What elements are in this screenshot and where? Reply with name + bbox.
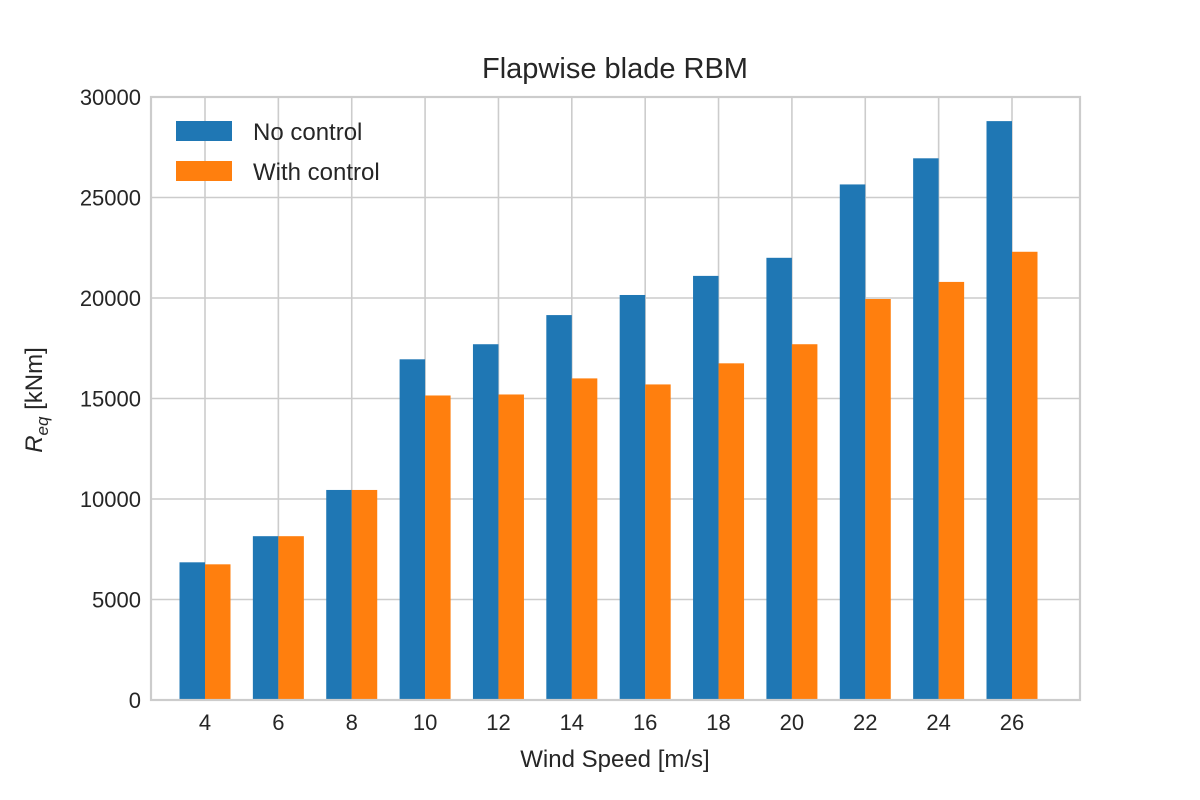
bar-with-control-12	[498, 394, 524, 700]
bar-no-control-26	[986, 121, 1012, 701]
bar-with-control-22	[865, 299, 891, 700]
x-tick-label: 24	[926, 710, 950, 735]
x-tick-label: 16	[633, 710, 657, 735]
y-tick-label: 15000	[80, 387, 141, 412]
x-tick-label: 18	[706, 710, 730, 735]
bar-with-control-8	[351, 489, 378, 700]
x-tick-labels: 4 6 8 10 12 14 16 18 20 22 24 26	[199, 710, 1024, 735]
x-tick-label: 6	[272, 710, 284, 735]
x-tick-label: 10	[413, 710, 437, 735]
y-axis-label-subscript: eq	[33, 416, 52, 435]
bar-with-control-18	[718, 363, 745, 700]
y-tick-label: 0	[129, 688, 141, 713]
bar-no-control-18	[693, 275, 719, 700]
bar-with-control-6	[278, 536, 304, 700]
x-tick-label: 22	[853, 710, 877, 735]
bar-no-control-12	[472, 344, 499, 700]
y-axis-label-unit: [kNm]	[21, 347, 48, 416]
plot-frame	[149, 95, 1082, 702]
y-tick-label: 20000	[80, 286, 141, 311]
bars	[179, 121, 1038, 701]
x-tick-label: 14	[560, 710, 584, 735]
bar-with-control-24	[938, 281, 965, 700]
x-axis-label: Wind Speed [m/s]	[520, 746, 709, 773]
y-tick-label: 10000	[80, 487, 141, 512]
legend-swatch-no-control	[176, 121, 232, 141]
y-tick-label: 5000	[92, 588, 141, 613]
bar-with-control-4	[205, 564, 231, 700]
bar-with-control-14	[571, 378, 598, 700]
legend-swatch-with-control	[176, 161, 232, 181]
bar-with-control-16	[645, 384, 671, 700]
chart-title: Flapwise blade RBM	[482, 53, 748, 85]
bar-no-control-24	[913, 158, 939, 700]
legend-label-with-control: With control	[253, 159, 380, 186]
bar-no-control-4	[179, 562, 205, 700]
bar-no-control-10	[399, 359, 426, 700]
x-tick-label: 8	[346, 710, 358, 735]
bar-no-control-6	[252, 536, 279, 700]
legend: No control With control	[176, 119, 380, 186]
x-tick-label: 20	[780, 710, 804, 735]
x-tick-label: 4	[199, 710, 211, 735]
x-tick-label: 26	[1000, 710, 1024, 735]
y-axis-label: Req [kNm]	[21, 347, 52, 453]
bar-no-control-16	[619, 294, 646, 700]
y-tick-label: 25000	[80, 186, 141, 211]
bar-with-control-26	[1012, 251, 1038, 700]
y-tick-label: 30000	[80, 85, 141, 110]
bar-no-control-22	[839, 184, 866, 700]
bar-with-control-10	[425, 395, 451, 700]
x-tick-label: 12	[486, 710, 510, 735]
bar-no-control-14	[546, 315, 572, 700]
bar-no-control-8	[326, 489, 352, 700]
bar-with-control-20	[791, 344, 818, 700]
y-tick-labels: 0 5000 10000 15000 20000 25000 30000	[80, 85, 141, 713]
legend-label-no-control: No control	[253, 119, 362, 146]
y-axis-label-symbol: R	[21, 435, 48, 452]
bar-no-control-20	[766, 257, 792, 700]
